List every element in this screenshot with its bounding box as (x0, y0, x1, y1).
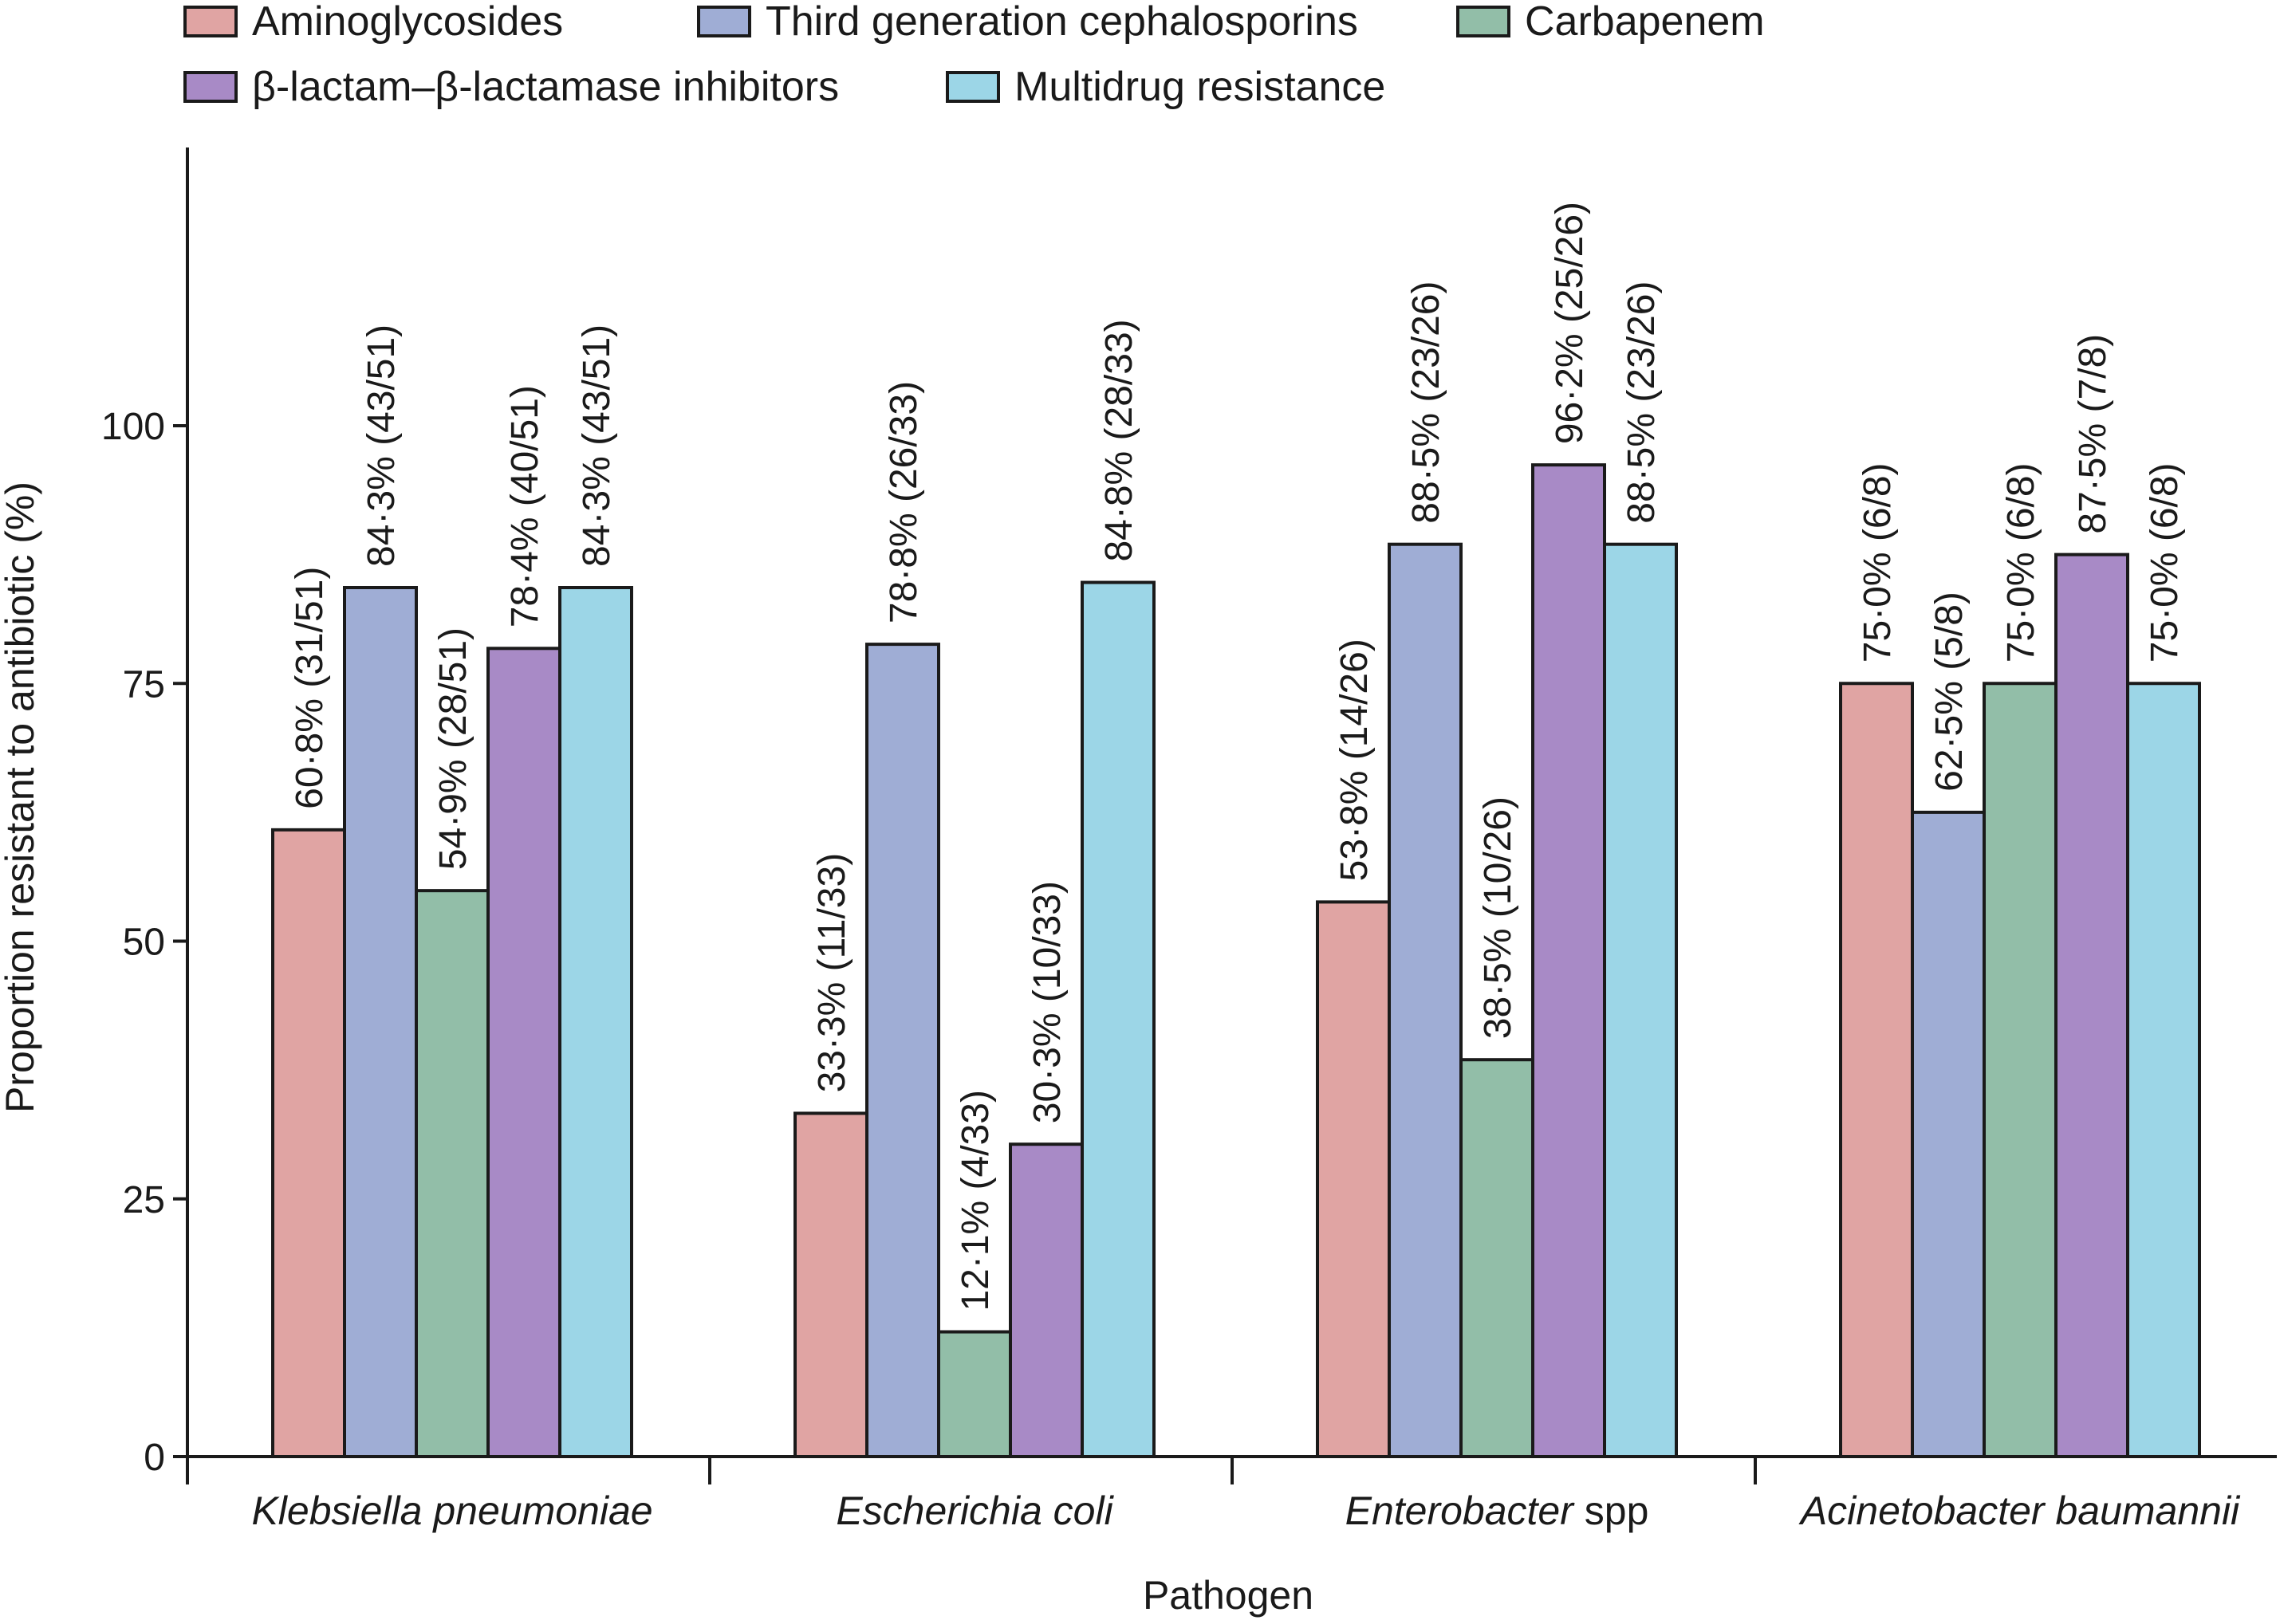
bar[interactable] (1911, 810, 1986, 1458)
x-tick-label: Klebsiella pneumoniae (251, 1488, 652, 1533)
legend-label: β-lactam–β-lactamase inhibitors (252, 64, 840, 110)
x-tick-label: Escherichia coli (836, 1488, 1114, 1533)
bar[interactable] (1009, 1142, 1084, 1458)
legend-label: Aminoglycosides (252, 0, 564, 45)
bar-value-label: 96·2% (25/26) (1549, 202, 1591, 444)
bar-value-label: 62·5% (5/8) (1928, 592, 1971, 792)
bar-value-label: 84·3% (43/51) (360, 324, 403, 567)
bar[interactable] (865, 643, 940, 1458)
y-tick-label: 25 (123, 1179, 165, 1221)
x-axis-title: Pathogen (1143, 1573, 1313, 1618)
bar[interactable] (793, 1111, 868, 1459)
x-tick-label-italic: Acinetobacter baumannii (1798, 1488, 2241, 1533)
x-tick-label-italic: Klebsiella pneumoniae (251, 1488, 652, 1533)
y-tick-label: 0 (144, 1437, 165, 1479)
bar-value-label: 12·1% (4/33) (955, 1090, 997, 1311)
y-tick-label: 50 (123, 922, 165, 964)
legend-swatch-multidrug-resistance (946, 71, 1000, 103)
bars (271, 463, 2201, 1459)
bar-labels: 60·8% (31/51) 33·3% (11/33) 53·8% (14/26) 7… (289, 202, 2186, 1311)
bar[interactable] (1459, 1058, 1534, 1458)
bar[interactable] (558, 586, 633, 1458)
x-tick-label-suffix: spp (1573, 1488, 1649, 1533)
bar-value-label: 33·3% (11/33) (811, 853, 853, 1093)
bar[interactable] (1531, 463, 1606, 1458)
y-tick-label: 100 (101, 406, 165, 448)
legend-swatch-beta-lactam-inhibitors (183, 71, 238, 103)
legend-label: Third generation cephalosporins (766, 0, 1358, 45)
legend-item-third-generation-cephalosporins[interactable]: Third generation cephalosporins (697, 0, 1358, 49)
bar[interactable] (415, 889, 490, 1458)
bar-value-label: 75·0% (6/8) (2144, 462, 2186, 663)
bar[interactable] (2054, 552, 2129, 1458)
bar-value-label: 78·8% (26/33) (883, 381, 925, 623)
bar[interactable] (271, 828, 346, 1458)
y-tick-label: 75 (123, 663, 165, 706)
bar-value-label: 38·5% (10/26) (1477, 796, 1519, 1039)
legend-item-aminoglycosides[interactable]: Aminoglycosides (183, 0, 563, 49)
bar-value-label: 84·3% (43/51) (576, 324, 618, 567)
legend-label: Carbapenem (1525, 0, 1765, 45)
bar-value-label: 54·9% (28/51) (432, 627, 475, 870)
legend-swatch-third-generation-cephalosporins (697, 6, 751, 37)
x-tick-label: Acinetobacter baumannii (1798, 1488, 2241, 1533)
bar-value-label: 88·5% (23/26) (1405, 281, 1447, 524)
x-tick-label-italic: Enterobacter (1345, 1488, 1576, 1533)
legend-label: Multidrug resistance (1014, 64, 1386, 110)
bar[interactable] (2126, 682, 2201, 1458)
legend-swatch-carbapenem (1456, 6, 1510, 37)
bar-value-label: 87·5% (7/8) (2072, 334, 2114, 534)
bar[interactable] (486, 647, 561, 1458)
bar-value-label: 88·5% (23/26) (1620, 281, 1663, 524)
legend-item-carbapenem[interactable]: Carbapenem (1456, 0, 1765, 49)
bar-value-label: 75·0% (6/8) (1857, 462, 1899, 663)
bar-value-label: 30·3% (10/33) (1026, 881, 1069, 1123)
bar-value-label: 75·0% (6/8) (2000, 462, 2042, 663)
bar-value-label: 53·8% (14/26) (1333, 639, 1376, 881)
y-axis-title: Proportion resistant to antibiotic (%) (0, 482, 42, 1113)
bar[interactable] (1388, 542, 1463, 1459)
x-tick-label-italic: Escherichia coli (836, 1488, 1114, 1533)
bar[interactable] (1983, 682, 2058, 1458)
x-tick-label: Enterobacter spp (1345, 1488, 1649, 1533)
bar[interactable] (1603, 542, 1678, 1459)
legend-item-beta-lactam-inhibitors[interactable]: β-lactam–β-lactamase inhibitors (183, 59, 839, 115)
legend-item-multidrug-resistance[interactable]: Multidrug resistance (946, 59, 1385, 115)
bar[interactable] (1081, 580, 1156, 1458)
bar-value-label: 60·8% (31/51) (289, 567, 331, 809)
bar[interactable] (1839, 682, 1914, 1458)
legend: Aminoglycosides Third generation cephalo… (183, 0, 1778, 120)
bar[interactable] (1316, 900, 1391, 1458)
bar[interactable] (343, 586, 418, 1458)
bar[interactable] (937, 1330, 1012, 1458)
legend-swatch-aminoglycosides (183, 6, 238, 37)
bar-value-label: 84·8% (28/33) (1098, 319, 1140, 561)
bar-value-label: 78·4% (40/51) (504, 385, 546, 627)
